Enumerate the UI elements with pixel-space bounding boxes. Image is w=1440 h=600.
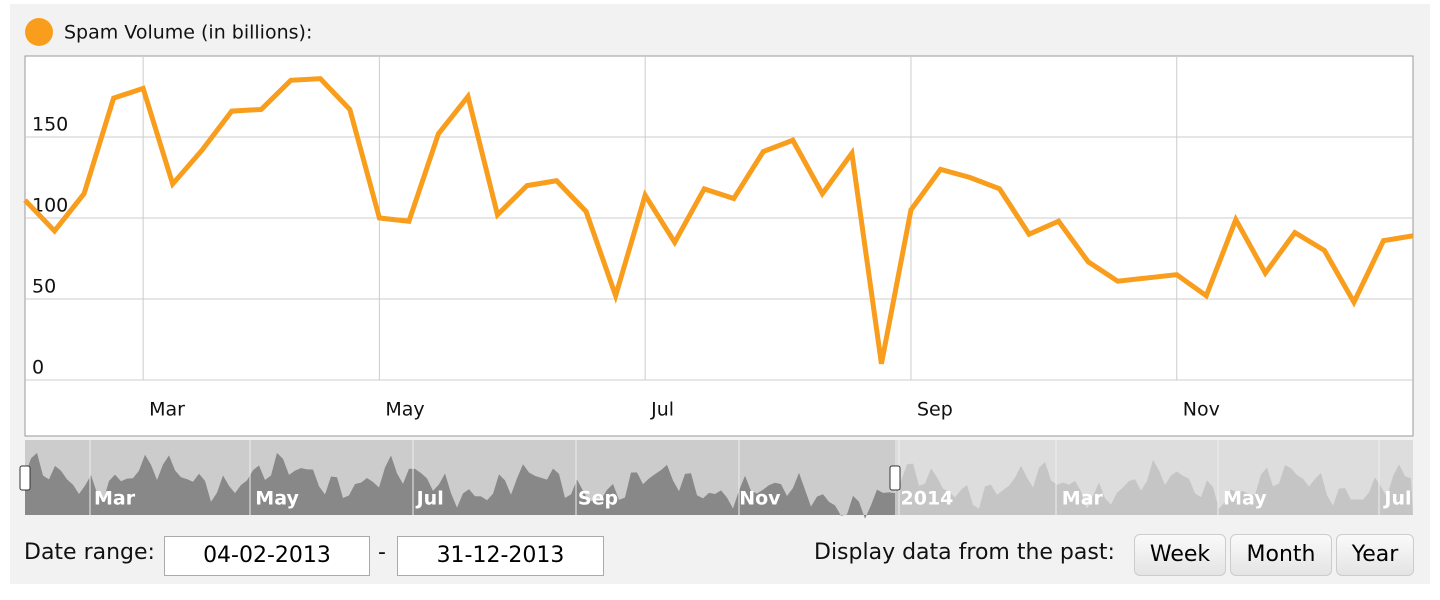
navigator-label: 2014 [901,488,954,510]
navigator-label: Mar [94,488,136,510]
navigator-label: Jul [1382,488,1411,510]
x-tick-label: Jul [650,399,674,421]
year-button[interactable]: Year [1336,534,1414,576]
past-label: Display data from the past: [814,540,1115,565]
x-tick-label: Sep [917,399,953,421]
navigator-label: Nov [739,488,781,510]
date-from-input[interactable]: 04-02-2013 [164,536,370,576]
navigator-label: Sep [578,488,618,510]
y-tick-label: 50 [32,276,56,298]
y-tick-label: 0 [32,357,44,379]
week-button[interactable]: Week [1134,534,1226,576]
legend-label: Spam Volume (in billions): [64,22,312,44]
navigator-label: May [1223,488,1267,510]
y-tick-label: 150 [32,114,68,136]
navigator-handle [889,465,901,491]
data-line [23,76,1414,365]
navigator-mask [895,440,1413,515]
navigator-label: May [255,488,299,510]
x-tick-label: Nov [1183,399,1220,421]
y-tick-label: 100 [32,195,68,217]
navigator-label: Mar [1062,488,1104,510]
month-button[interactable]: Month [1230,534,1332,576]
date-to-input[interactable]: 31-12-2013 [397,536,604,576]
navigator-handle [19,465,31,491]
legend-marker [25,18,53,46]
x-tick-label: May [385,399,424,421]
x-tick-label: Mar [149,399,185,421]
date-range-label: Date range: [24,540,155,565]
date-separator: - [378,540,386,565]
navigator-label: Jul [415,488,444,510]
